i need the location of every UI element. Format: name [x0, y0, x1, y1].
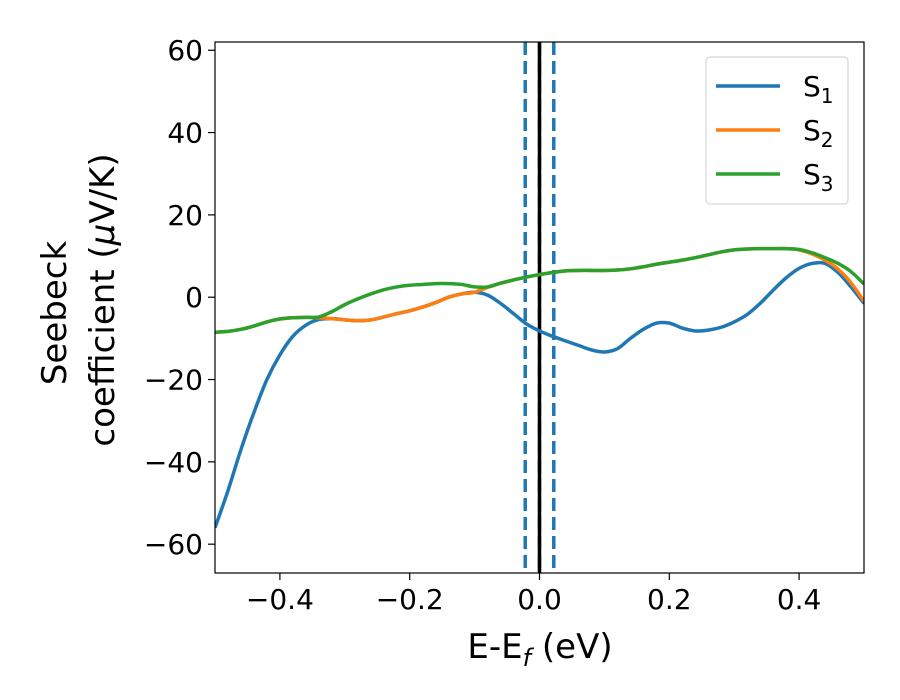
- x-tick-label: −0.2: [376, 583, 444, 616]
- y-axis-label-line2: coefficient (μV/K): [83, 153, 123, 446]
- y-axis-label-text: coefficient (: [83, 245, 123, 446]
- x-axis-label: E-Ef (eV): [467, 627, 612, 672]
- series-line-s3: [215, 246, 864, 334]
- y-axis-label-unit: V/K): [83, 153, 123, 223]
- y-tick-label: −20: [144, 364, 203, 397]
- y-tick-label: −40: [144, 446, 203, 479]
- y-tick-label: −60: [144, 528, 203, 561]
- series-group: [215, 246, 864, 529]
- y-tick-label: 20: [167, 199, 203, 232]
- y-tick-label: 40: [167, 117, 203, 150]
- x-axis-ticks: −0.4 −0.2 0.0 0.2 0.4: [246, 573, 821, 616]
- y-axis-label-line1: Seebeck: [35, 241, 75, 386]
- x-tick-label: −0.4: [246, 583, 314, 616]
- y-tick-label: 0: [185, 281, 203, 314]
- x-tick-label: 0.0: [517, 583, 562, 616]
- y-axis-label-mu: μ: [83, 224, 123, 247]
- legend-label-s3: S3: [803, 158, 834, 196]
- x-axis-label-unit: (eV): [531, 627, 613, 667]
- x-tick-label: 0.2: [647, 583, 692, 616]
- x-tick-label: 0.4: [777, 583, 822, 616]
- y-tick-label: 60: [167, 34, 203, 67]
- y-axis-label: Seebeck coefficient (μV/K): [35, 153, 123, 446]
- y-axis-ticks: −60 −40 −20 0 20 40 60: [144, 34, 215, 561]
- legend: S1 S2 S3: [705, 56, 849, 205]
- legend-label-s2: S2: [803, 114, 834, 152]
- reference-lines: [523, 42, 556, 573]
- legend-label-s1: S1: [803, 70, 834, 108]
- x-axis-label-main: E-E: [467, 627, 522, 667]
